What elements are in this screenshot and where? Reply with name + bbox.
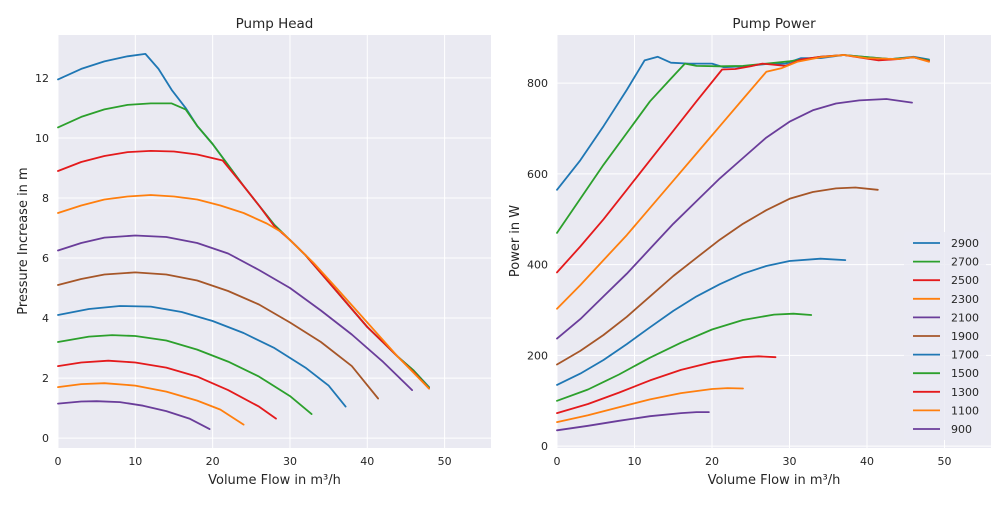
legend-entry: 2700: [951, 256, 979, 269]
y-tick-label: 10: [35, 132, 49, 145]
y-tick-label: 0: [42, 432, 49, 445]
y-tick-label: 4: [42, 312, 49, 325]
legend-entry: 2500: [951, 274, 979, 287]
x-tick-label: 10: [128, 455, 142, 468]
legend-entry: 1500: [951, 367, 979, 380]
series-line-900: [57, 400, 211, 430]
series-line-900: [556, 411, 710, 432]
chart-title: Pump Head: [236, 16, 314, 32]
series-line-1500: [556, 312, 813, 402]
x-tick-label: 20: [705, 455, 719, 468]
series-line-1700: [57, 305, 347, 408]
chart-title: Pump Power: [732, 16, 816, 32]
legend-entry: 1100: [951, 404, 979, 417]
series-line-2100: [556, 98, 913, 340]
legend-entry: 1900: [951, 330, 979, 343]
legend-entry: 2300: [951, 293, 979, 306]
y-tick-label: 200: [527, 349, 548, 362]
legend-entry: 900: [951, 423, 972, 436]
series-line-2500: [556, 54, 930, 274]
series-line-2300: [556, 54, 930, 310]
x-tick-label: 10: [628, 455, 642, 468]
y-tick-label: 6: [42, 252, 49, 265]
y-tick-label: 600: [527, 168, 548, 181]
legend: 2900 2700 2500 2300 2100 1900 1700 1500 1300 1100…: [904, 232, 986, 440]
x-axis-label: Volume Flow in m³/h: [208, 473, 341, 488]
series-line-1300: [57, 359, 277, 420]
x-axis-label: Volume Flow in m³/h: [708, 473, 841, 488]
y-tick-label: 8: [42, 192, 49, 205]
legend-entry: 1300: [951, 386, 979, 399]
x-tick-label: 30: [283, 455, 297, 468]
pump-head-chart: Pump Head Volume Flow in m³/h Pressure I…: [16, 16, 491, 488]
y-tick-label: 2: [42, 372, 49, 385]
legend-entry: 1700: [951, 349, 979, 362]
x-tick-label: 50: [438, 455, 452, 468]
series-line-1100: [556, 387, 744, 423]
y-axis-label: Pressure Increase in m: [16, 167, 31, 314]
y-tick-label: 400: [527, 259, 548, 272]
series-line-2300: [57, 194, 430, 390]
x-tick-label: 0: [55, 455, 62, 468]
x-tick-label: 40: [360, 455, 374, 468]
x-tick-label: 40: [860, 455, 874, 468]
y-tick-label: 12: [35, 72, 49, 85]
x-tick-label: 0: [554, 455, 561, 468]
series-line-1300: [556, 355, 777, 414]
legend-frame: [904, 232, 986, 440]
series-line-1700: [556, 257, 847, 386]
y-tick-label: 0: [541, 440, 548, 453]
y-axis-label: Power in W: [508, 205, 523, 277]
x-tick-label: 20: [206, 455, 220, 468]
series-line-1900: [556, 186, 879, 366]
legend-entry: 2100: [951, 311, 979, 324]
pump-power-chart: Pump Power Volume Flow in m³/h Power in …: [508, 16, 991, 488]
series-line-2100: [57, 234, 413, 391]
legend-entry: 2900: [951, 237, 979, 250]
series-line-2500: [57, 150, 430, 390]
series-line-1500: [57, 334, 313, 415]
x-tick-label: 30: [783, 455, 797, 468]
x-tick-label: 50: [938, 455, 952, 468]
series-line-1100: [57, 382, 245, 426]
y-tick-label: 800: [527, 77, 548, 90]
series-line-1900: [57, 271, 379, 400]
